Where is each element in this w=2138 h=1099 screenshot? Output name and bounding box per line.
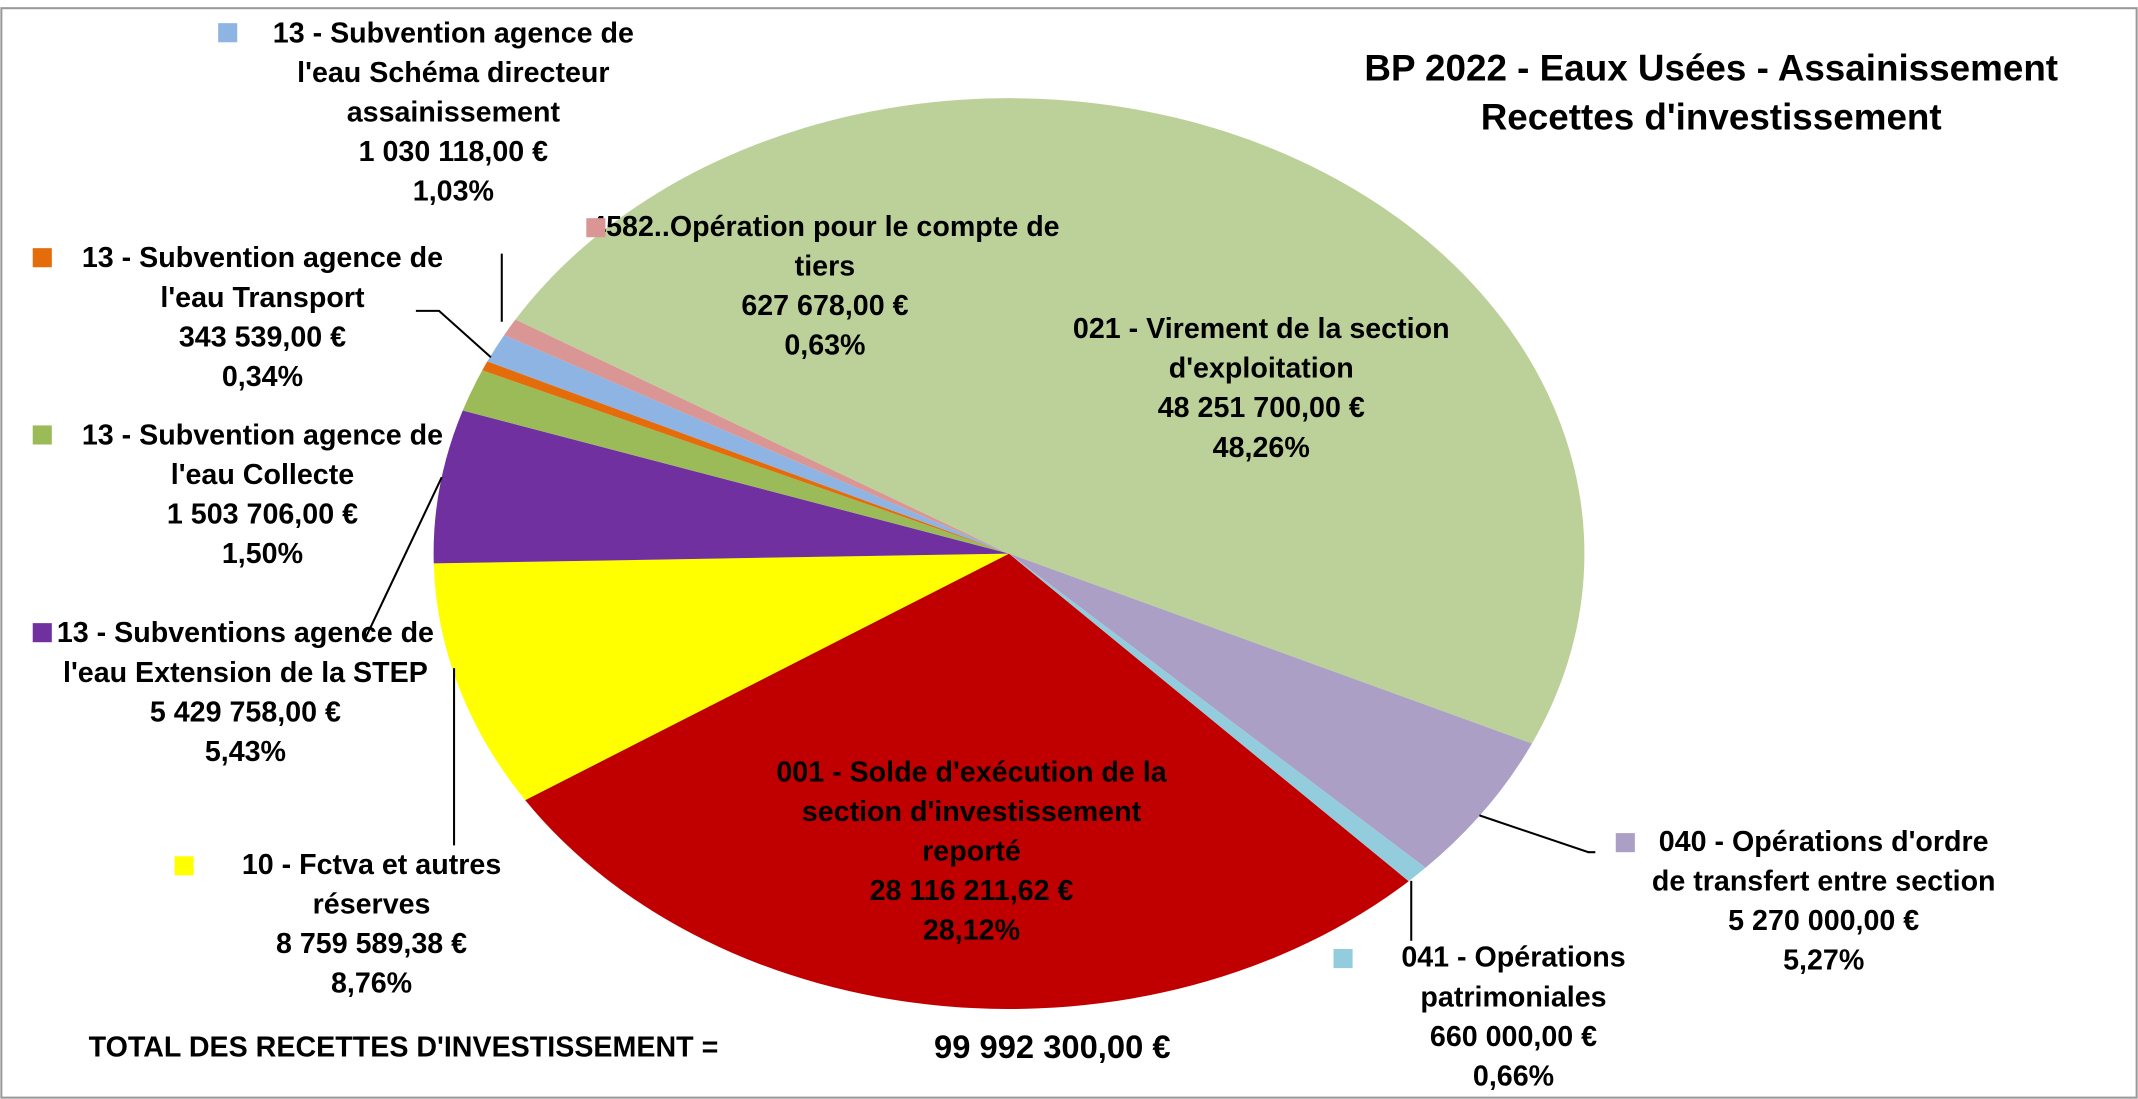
pie-slice bbox=[1009, 553, 1532, 868]
percent-label: 1,03% bbox=[412, 175, 494, 208]
value-label: 28 116 211,62 € bbox=[869, 875, 1074, 907]
leader-line bbox=[415, 309, 492, 359]
percent-label: 1,50% bbox=[221, 538, 304, 570]
frame bbox=[0, 7, 2138, 1099]
legend-swatch bbox=[32, 623, 52, 643]
pie-slice bbox=[433, 553, 1010, 801]
percent-label: 0,66% bbox=[1472, 1060, 1555, 1093]
leader-line bbox=[1479, 814, 1596, 854]
percent-label: 8,76% bbox=[330, 968, 413, 1000]
pie-slice bbox=[487, 335, 1010, 554]
slice-label: 040 - Opérations d'ordre de transfert en… bbox=[1643, 822, 2004, 980]
percent-label: 0,34% bbox=[221, 361, 304, 393]
slice-label: 021 - Virement de la section d'exploitat… bbox=[1057, 310, 1466, 468]
value-label: 1 503 706,00 € bbox=[166, 499, 359, 531]
legend-swatch bbox=[1615, 833, 1635, 853]
pie-slice bbox=[1009, 553, 1426, 882]
pie-slice bbox=[525, 553, 1409, 1010]
slice-label: 13 - Subvention agence de l'eau Schéma d… bbox=[245, 14, 661, 212]
slice-name: 10 - Fctva et autres réserves bbox=[241, 849, 502, 921]
slice-name: 13 - Subvention agence de l'eau Schéma d… bbox=[272, 17, 634, 129]
slice-label: 041 - Opérations patrimoniales 660 000,00… bbox=[1350, 938, 1677, 1096]
slice-label: 001 - Solde d'exécution de la section d'… bbox=[764, 753, 1180, 951]
value-label: 5 429 758,00 € bbox=[149, 696, 341, 729]
percent-label: 5,27% bbox=[1783, 944, 1865, 977]
percent-label: 28,12% bbox=[922, 914, 1021, 947]
slice-label: 13 - Subvention agence de l'eau Transpor… bbox=[55, 239, 471, 397]
slice-label: 13 - Subvention agence de l'eau Collecte… bbox=[55, 416, 471, 574]
slice-name: 13 - Subventions agence de l'eau Extensi… bbox=[56, 617, 435, 689]
value-label: 48 251 700,00 € bbox=[1157, 392, 1365, 425]
title-line: BP 2022 - Eaux Usées - Assainissement bbox=[1364, 47, 2059, 89]
value-label: 627 678,00 € bbox=[741, 290, 909, 322]
slice-label: 4582..Opération pour le compte de tiers 6… bbox=[586, 207, 1063, 365]
slice-name: 4582..Opération pour le compte de tiers bbox=[590, 211, 1060, 283]
legend-swatch bbox=[32, 425, 52, 445]
slice-label: 13 - Subventions agence de l'eau Extensi… bbox=[41, 614, 450, 772]
legend-swatch bbox=[1333, 949, 1353, 969]
value-label: 343 539,00 € bbox=[178, 321, 347, 354]
pie-slice bbox=[482, 361, 1010, 554]
total-value: 99 992 300,00 € bbox=[934, 1029, 1171, 1067]
legend-swatch bbox=[32, 248, 52, 268]
value-label: 5 270 000,00 € bbox=[1728, 905, 1920, 937]
leader-line bbox=[364, 476, 443, 639]
percent-label: 5,43% bbox=[204, 736, 287, 768]
value-label: 8 759 589,38 € bbox=[276, 928, 468, 960]
value-label: 1 030 118,00 € bbox=[358, 136, 549, 168]
slice-name: 040 - Opérations d'ordre de transfert en… bbox=[1651, 826, 1996, 898]
value-label: 660 000,00 € bbox=[1429, 1021, 1598, 1053]
percent-label: 0,63% bbox=[784, 329, 866, 362]
pie-slice bbox=[433, 410, 1010, 564]
legend-swatch bbox=[218, 23, 238, 43]
slice-label: 10 - Fctva et autres réserves 8 759 589,3… bbox=[191, 845, 552, 1003]
chart-title: BP 2022 - Eaux Usées - Assainissement Rec… bbox=[1282, 44, 2138, 142]
slice-name: 001 - Solde d'exécution de la section d'… bbox=[776, 756, 1167, 868]
percent-label: 48,26% bbox=[1212, 432, 1310, 464]
leader-lines bbox=[364, 253, 1596, 941]
legend-swatch bbox=[586, 218, 606, 238]
pie-slice bbox=[462, 370, 1010, 554]
slice-name: 13 - Subvention agence de l'eau Transpor… bbox=[81, 242, 444, 314]
slice-name: 041 - Opérations patrimoniales bbox=[1401, 942, 1626, 1014]
pie-slice bbox=[515, 98, 1585, 744]
title-line: Recettes d'investissement bbox=[1480, 96, 1942, 138]
slice-name: 13 - Subvention agence de l'eau Collecte bbox=[81, 419, 444, 491]
legend-swatch bbox=[174, 856, 194, 876]
slice-name: 021 - Virement de la section d'exploitat… bbox=[1072, 313, 1450, 385]
pie-slice bbox=[504, 319, 1010, 554]
total-label: TOTAL DES RECETTES D'INVESTISSEMENT = bbox=[88, 1032, 719, 1064]
